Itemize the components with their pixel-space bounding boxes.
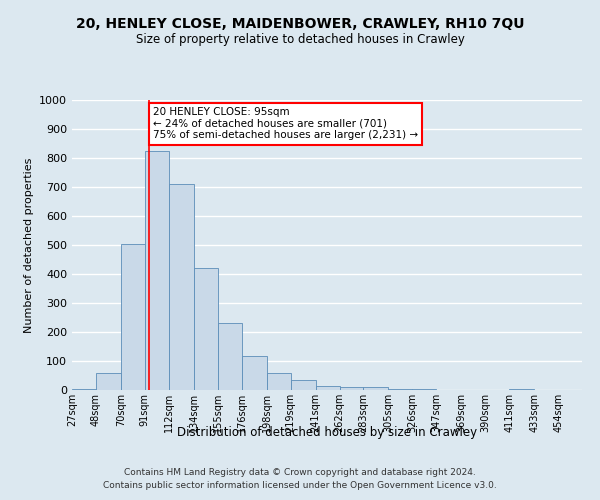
Y-axis label: Number of detached properties: Number of detached properties xyxy=(23,158,34,332)
Bar xyxy=(145,151,169,390)
Bar xyxy=(242,356,266,390)
Bar xyxy=(388,388,412,390)
Bar xyxy=(218,324,242,390)
Bar xyxy=(509,388,534,390)
Text: 20, HENLEY CLOSE, MAIDENBOWER, CRAWLEY, RH10 7QU: 20, HENLEY CLOSE, MAIDENBOWER, CRAWLEY, … xyxy=(76,18,524,32)
Bar xyxy=(266,374,290,390)
Bar xyxy=(121,244,145,390)
Bar xyxy=(340,386,364,390)
Text: 20 HENLEY CLOSE: 95sqm
← 24% of detached houses are smaller (701)
75% of semi-de: 20 HENLEY CLOSE: 95sqm ← 24% of detached… xyxy=(153,108,418,140)
Text: Size of property relative to detached houses in Crawley: Size of property relative to detached ho… xyxy=(136,32,464,46)
Bar xyxy=(194,268,218,390)
Bar xyxy=(72,388,96,390)
Text: Contains HM Land Registry data © Crown copyright and database right 2024.: Contains HM Land Registry data © Crown c… xyxy=(124,468,476,477)
Bar xyxy=(316,386,340,390)
Bar xyxy=(364,386,388,390)
Text: Contains public sector information licensed under the Open Government Licence v3: Contains public sector information licen… xyxy=(103,480,497,490)
Bar xyxy=(412,389,436,390)
Bar xyxy=(96,372,121,390)
Bar xyxy=(290,380,316,390)
Text: Distribution of detached houses by size in Crawley: Distribution of detached houses by size … xyxy=(177,426,477,439)
Bar xyxy=(169,184,194,390)
